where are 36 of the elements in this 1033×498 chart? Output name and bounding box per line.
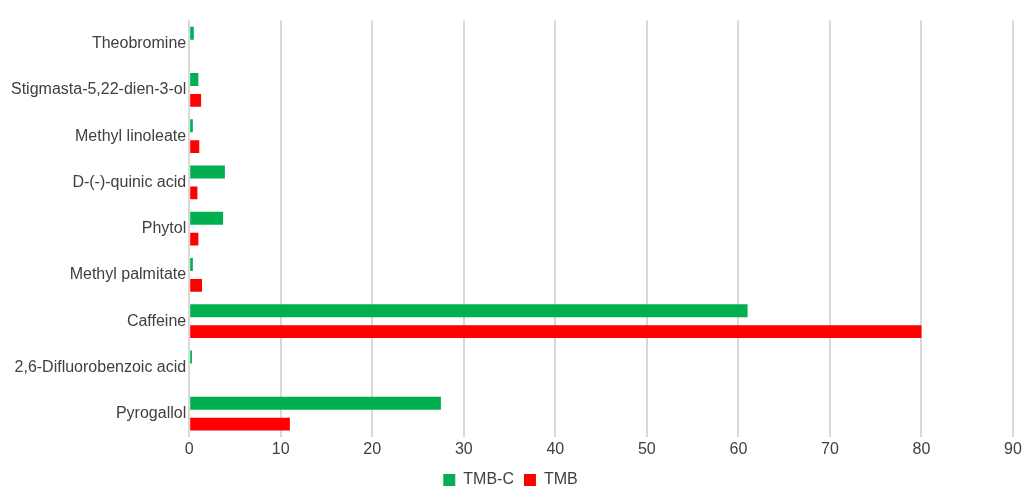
x-tick-label: 10: [271, 439, 290, 457]
legend-label: TMB-C: [463, 470, 514, 488]
x-tick-label: 80: [912, 439, 931, 457]
bar: [190, 165, 225, 179]
bar: [190, 325, 922, 339]
x-tick-label: 70: [821, 439, 839, 457]
bar: [190, 396, 441, 410]
bar: [190, 232, 199, 246]
y-tick-label: Theobromine: [91, 34, 187, 52]
bar: [190, 278, 203, 292]
y-tick-label: Caffeine: [126, 311, 187, 329]
y-tick-label: Stigmasta-5,22-dien-3-ol: [10, 80, 187, 98]
bar: [190, 417, 290, 431]
y-tick-label: Phytol: [141, 219, 187, 237]
x-tick-label: 50: [637, 439, 656, 457]
x-tick-label: 0: [184, 439, 194, 457]
bar: [190, 211, 224, 225]
x-tick-label: 30: [454, 439, 473, 457]
bar: [190, 26, 194, 40]
bar: [190, 304, 748, 318]
bar: [190, 93, 202, 107]
legend-label: TMB: [543, 470, 578, 488]
bar: [190, 258, 193, 271]
bar: [190, 119, 193, 133]
bar: [190, 186, 198, 200]
x-tick-label: 60: [729, 439, 748, 457]
y-tick-label: Methyl linoleate: [75, 126, 187, 144]
x-tick-label: 20: [363, 439, 382, 457]
bar: [190, 73, 199, 87]
y-tick-label: Methyl palmitate: [69, 265, 187, 283]
x-tick-label: 40: [546, 439, 565, 457]
x-tick-label: 90: [1004, 439, 1022, 457]
y-tick-label: D-(-)-quinic acid: [72, 172, 187, 190]
bar: [190, 140, 200, 154]
y-tick-label: Pyrogallol: [115, 404, 187, 422]
y-tick-label: 2,6-Difluorobenzoic acid: [14, 357, 187, 375]
